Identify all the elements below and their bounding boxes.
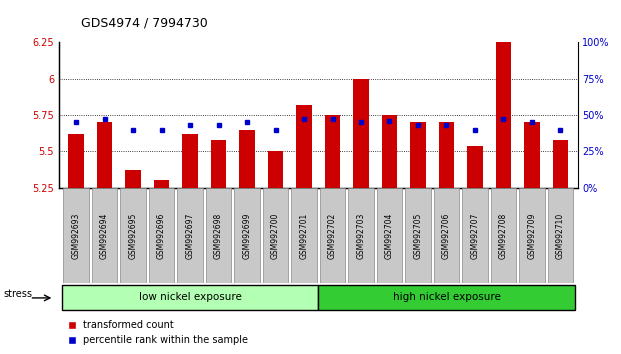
Bar [467, 145, 483, 188]
Text: GSM992698: GSM992698 [214, 212, 223, 258]
FancyBboxPatch shape [348, 188, 374, 283]
Bar [553, 140, 568, 188]
Text: GSM992699: GSM992699 [243, 212, 252, 259]
Bar [125, 170, 141, 188]
FancyBboxPatch shape [491, 188, 516, 283]
FancyBboxPatch shape [149, 188, 175, 283]
FancyBboxPatch shape [318, 285, 574, 310]
Bar [211, 140, 227, 188]
FancyBboxPatch shape [548, 188, 573, 283]
Bar [438, 122, 455, 188]
FancyBboxPatch shape [291, 188, 317, 283]
Text: GSM992707: GSM992707 [471, 212, 479, 259]
FancyBboxPatch shape [462, 188, 487, 283]
Bar [524, 122, 540, 188]
Text: GSM992704: GSM992704 [385, 212, 394, 259]
FancyBboxPatch shape [263, 188, 288, 283]
Bar [97, 122, 112, 188]
Text: GSM992701: GSM992701 [299, 212, 309, 258]
Text: GSM992700: GSM992700 [271, 212, 280, 259]
Bar [68, 134, 84, 188]
FancyBboxPatch shape [377, 188, 402, 283]
Bar [154, 181, 170, 188]
Text: stress: stress [3, 289, 32, 299]
FancyBboxPatch shape [405, 188, 431, 283]
FancyBboxPatch shape [62, 285, 318, 310]
FancyBboxPatch shape [63, 188, 89, 283]
FancyBboxPatch shape [519, 188, 545, 283]
Bar [268, 152, 283, 188]
Text: GSM992705: GSM992705 [414, 212, 422, 259]
Text: GSM992706: GSM992706 [442, 212, 451, 259]
Text: GSM992710: GSM992710 [556, 212, 565, 258]
FancyBboxPatch shape [433, 188, 460, 283]
Legend: transformed count, percentile rank within the sample: transformed count, percentile rank withi… [64, 316, 252, 349]
Text: GSM992694: GSM992694 [100, 212, 109, 259]
Bar [496, 42, 511, 188]
Text: GDS4974 / 7994730: GDS4974 / 7994730 [81, 17, 207, 29]
Text: high nickel exposure: high nickel exposure [392, 292, 501, 302]
FancyBboxPatch shape [234, 188, 260, 283]
Text: GSM992697: GSM992697 [186, 212, 194, 259]
Bar [296, 105, 312, 188]
Bar [182, 134, 198, 188]
Bar [410, 122, 426, 188]
Text: low nickel exposure: low nickel exposure [138, 292, 242, 302]
Text: GSM992708: GSM992708 [499, 212, 508, 258]
Bar [382, 115, 397, 188]
FancyBboxPatch shape [320, 188, 345, 283]
Bar [239, 130, 255, 188]
Text: GSM992702: GSM992702 [328, 212, 337, 258]
Bar [325, 115, 340, 188]
FancyBboxPatch shape [206, 188, 232, 283]
Text: GSM992693: GSM992693 [71, 212, 81, 259]
FancyBboxPatch shape [177, 188, 203, 283]
Bar [353, 79, 369, 188]
Text: GSM992696: GSM992696 [157, 212, 166, 259]
Text: GSM992703: GSM992703 [356, 212, 366, 259]
Text: GSM992695: GSM992695 [129, 212, 138, 259]
FancyBboxPatch shape [92, 188, 117, 283]
Text: GSM992709: GSM992709 [527, 212, 537, 259]
FancyBboxPatch shape [120, 188, 146, 283]
